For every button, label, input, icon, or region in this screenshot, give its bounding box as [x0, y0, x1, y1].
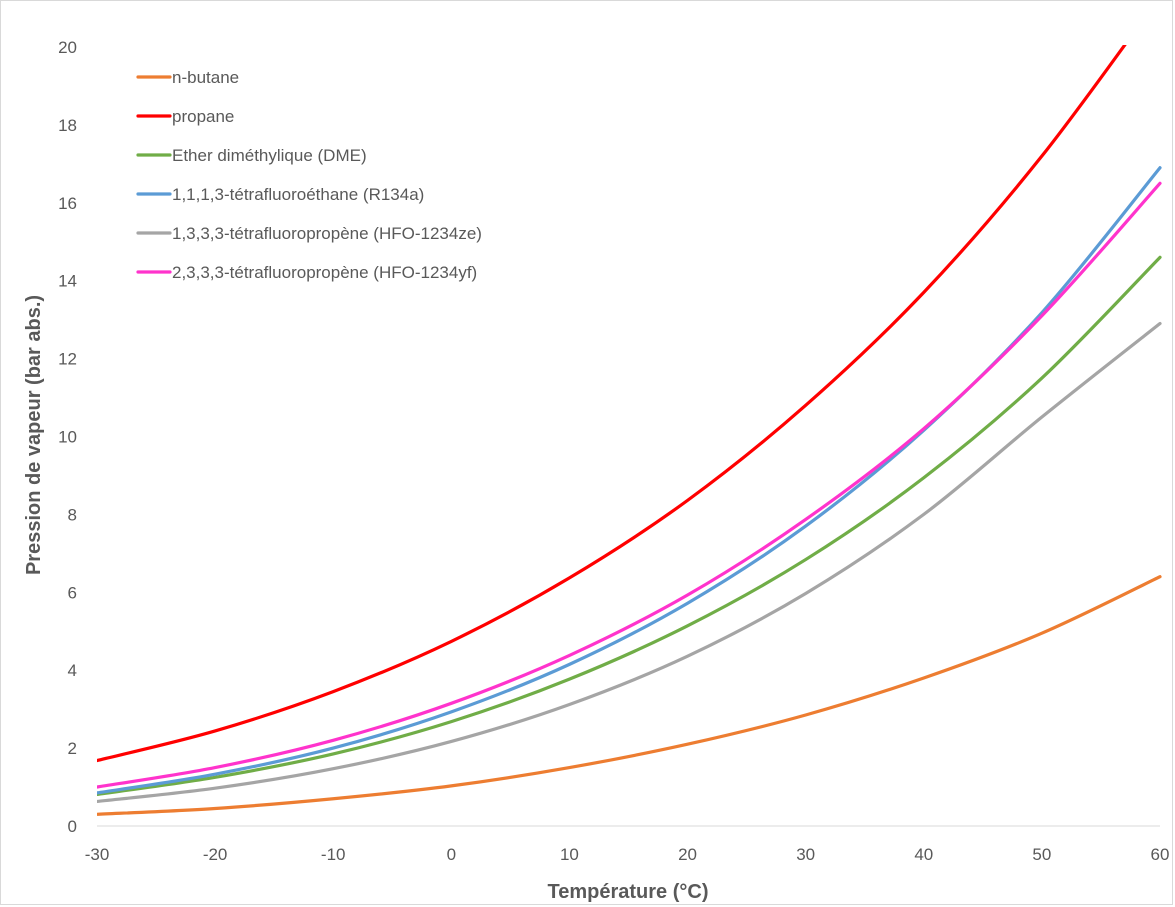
series-layer: [97, 45, 1162, 816]
y-axis-title: Pression de vapeur (bar abs.): [23, 295, 45, 575]
series-line-3: [97, 255, 1162, 797]
y-tick-label: 12: [58, 350, 77, 369]
x-tick-label: -30: [85, 845, 110, 864]
x-tick-label: 60: [1151, 845, 1170, 864]
x-tick-label: 40: [914, 845, 933, 864]
x-tick-label: 10: [560, 845, 579, 864]
series-line-6: [97, 181, 1162, 789]
x-tick-label: -10: [321, 845, 346, 864]
legend-label: Ether diméthylique (DME): [172, 146, 367, 165]
x-axis-title: Température (°C): [548, 881, 709, 903]
x-tick-label: 30: [796, 845, 815, 864]
x-tick-label: 0: [447, 845, 456, 864]
y-tick-label: 4: [68, 661, 77, 680]
legend-label: n-butane: [172, 68, 239, 87]
y-tick-label: 16: [58, 194, 77, 213]
legend-label: propane: [172, 107, 234, 126]
y-tick-label: 0: [68, 817, 77, 836]
x-tick-label: 20: [678, 845, 697, 864]
y-tick-label: 14: [58, 272, 77, 291]
y-tick-label: 6: [68, 583, 77, 602]
legend-label: 1,1,1,3-tétrafluoroéthane (R134a): [172, 185, 424, 204]
legend-label: 1,3,3,3-tétrafluoropropène (HFO-1234ze): [172, 224, 482, 243]
legend-label: 2,3,3,3-tétrafluoropropène (HFO-1234yf): [172, 263, 477, 282]
y-tick-label: 8: [68, 505, 77, 524]
series-line-1: [97, 575, 1162, 816]
y-tick-label: 2: [68, 739, 77, 758]
axes-layer: 0 2 4 6 8 10 12 14 16 18 20 -30 -20 -10 0 10 20 30 40 50 60: [58, 38, 1169, 864]
series-line-2: [97, 45, 1127, 763]
x-tick-label: 50: [1032, 845, 1051, 864]
x-tick-label: -20: [203, 845, 228, 864]
y-tick-label: 20: [58, 38, 77, 57]
series-line-4: [97, 166, 1162, 795]
y-tick-label: 10: [58, 428, 77, 447]
legend: n-butane propane Ether diméthylique (DME) 1…: [136, 68, 482, 282]
y-tick-label: 18: [58, 116, 77, 135]
series-line-5: [97, 321, 1162, 804]
